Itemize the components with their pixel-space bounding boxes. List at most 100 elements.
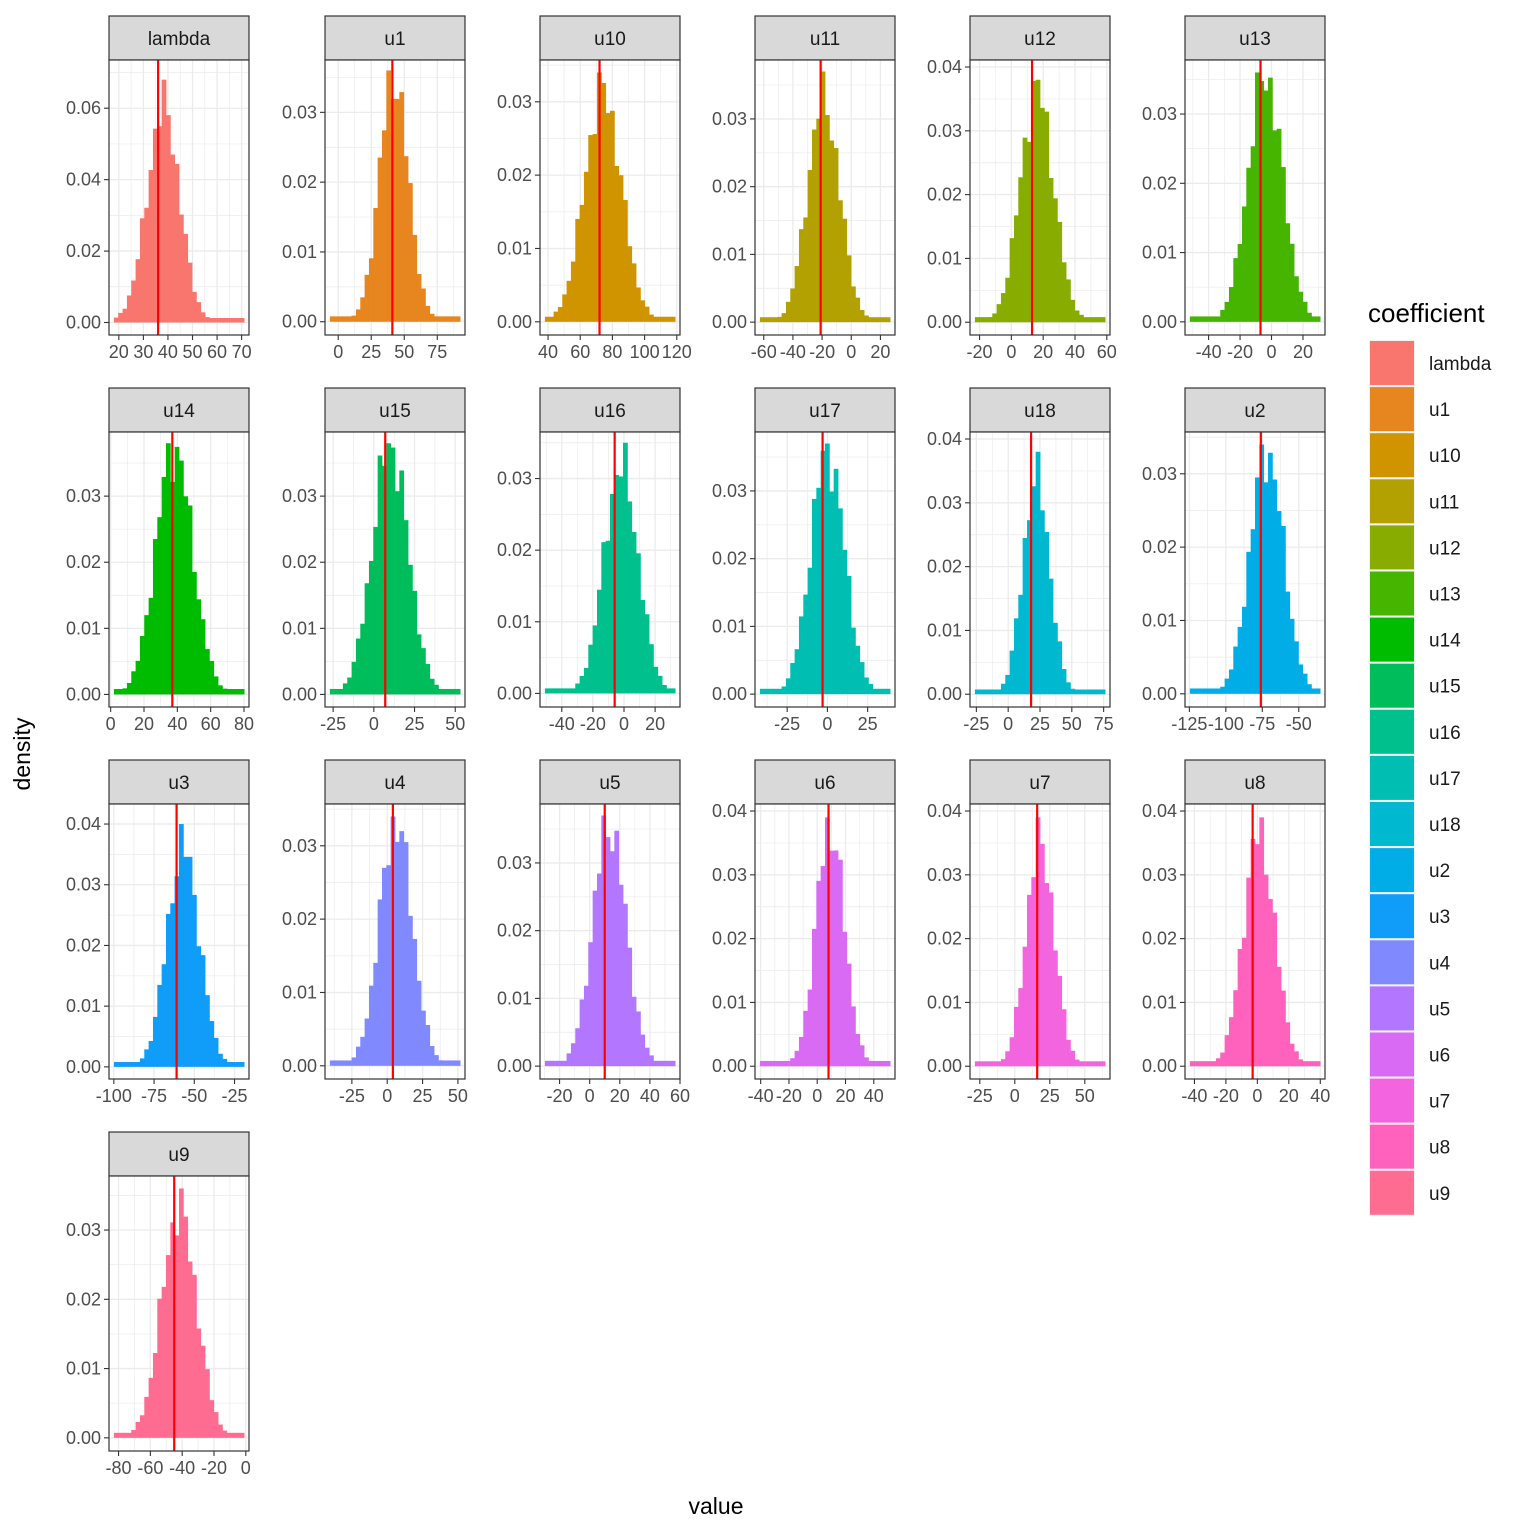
histogram-bar	[1237, 244, 1243, 322]
x-tick-label: -20	[201, 1458, 227, 1478]
histogram-bar	[205, 317, 210, 323]
histogram-bar	[1276, 511, 1282, 694]
histogram-bar	[846, 255, 852, 323]
histogram-bar	[1005, 1051, 1011, 1067]
histogram-bar	[135, 1062, 141, 1067]
panel-border	[969, 59, 1111, 336]
histogram-bar	[222, 318, 228, 323]
x-tick-label: 80	[234, 714, 254, 734]
y-tick-label: 0.00	[66, 1428, 101, 1448]
x-tick-label: 0	[1010, 1086, 1020, 1106]
legend-key-swatch	[1370, 894, 1414, 939]
histogram-bars	[113, 1188, 245, 1438]
histogram-bar	[864, 315, 869, 323]
histogram-bar	[434, 684, 439, 695]
histogram-bar	[213, 1037, 219, 1067]
histogram-bar	[187, 1261, 193, 1438]
legend-item-u3: u3	[1369, 893, 1450, 940]
histogram-bar	[395, 491, 400, 695]
histogram-bar	[618, 884, 624, 1067]
histogram-bars	[544, 442, 676, 694]
panel-border	[324, 431, 466, 708]
histogram-bar	[1211, 688, 1217, 694]
histogram-bar	[557, 307, 563, 322]
histogram-bar	[1311, 316, 1317, 322]
y-tick-label: 0.02	[927, 557, 962, 577]
legend-key-swatch	[1370, 571, 1414, 616]
histogram-bar	[157, 1298, 163, 1438]
facet-strip-label: u14	[163, 401, 195, 422]
histogram-bar	[1294, 1051, 1299, 1067]
histogram-bar	[231, 1062, 236, 1067]
y-tick-label: 0.01	[282, 242, 317, 262]
x-tick-label: 100	[630, 342, 660, 362]
histogram-bar	[816, 118, 822, 323]
histogram-bar	[605, 540, 611, 694]
histogram-bar	[1211, 316, 1217, 322]
histogram-bar	[1000, 1059, 1006, 1067]
histogram-bar	[864, 1057, 869, 1067]
histogram-bar	[1087, 317, 1093, 323]
facet-u15: u15 -25 0 25 50 0.00 0.01 0.02 0.03	[282, 387, 466, 734]
legend-item-u13: u13	[1369, 570, 1461, 617]
histogram-bar	[342, 683, 348, 695]
histogram-bar	[218, 1424, 223, 1438]
y-tick-label: 0.00	[927, 684, 962, 704]
histogram-bar	[781, 686, 787, 695]
panel-border	[324, 803, 466, 1080]
facet-strip-label: u10	[594, 29, 626, 50]
histogram-bars	[974, 79, 1106, 323]
histogram-bar	[1005, 277, 1011, 323]
panel-border	[539, 431, 681, 708]
histogram-bar	[829, 850, 835, 1067]
legend-item-u16: u16	[1369, 708, 1461, 755]
facet-strip	[324, 387, 466, 433]
histogram-bar	[1053, 622, 1058, 695]
histogram-bar	[1189, 688, 1195, 694]
x-tick-label: 20	[645, 714, 665, 734]
histogram-bar	[859, 1045, 865, 1067]
histogram-bar	[1220, 1052, 1226, 1067]
histogram-bar	[1289, 618, 1295, 694]
histogram-bar	[451, 1060, 457, 1066]
legend-label: u18	[1429, 815, 1461, 836]
x-tick-label: -100	[96, 1086, 132, 1106]
histogram-bar	[588, 644, 594, 694]
x-tick-label: -40	[1181, 1086, 1207, 1106]
facet-u14: u14 0 20 40 60 80 0.00 0.01 0.02 0.03	[66, 387, 254, 734]
histogram-bar	[557, 688, 563, 694]
histogram-bar	[1228, 669, 1234, 694]
facet-strip-label: u1	[384, 29, 405, 50]
y-tick-label: 0.02	[282, 552, 317, 572]
histogram-bar	[187, 505, 193, 695]
histogram-bar	[759, 1060, 765, 1067]
histogram-bar	[872, 688, 878, 695]
histogram-bar	[1018, 988, 1024, 1067]
histogram-bar	[152, 1016, 158, 1067]
histogram-bar	[1315, 688, 1321, 694]
legend-key-swatch	[1370, 986, 1414, 1031]
panel-border	[754, 431, 896, 708]
histogram-bar	[152, 128, 158, 323]
histogram-bar	[192, 1274, 197, 1438]
x-tick-label: 0	[812, 1086, 822, 1106]
legend-label: u16	[1429, 723, 1461, 744]
histogram-bar	[579, 204, 585, 322]
histogram-bar	[785, 1060, 791, 1067]
x-tick-label: 30	[133, 342, 153, 362]
x-tick-label: 50	[394, 342, 414, 362]
histogram-bar	[816, 880, 822, 1067]
facet-strip-label: u9	[168, 1145, 189, 1166]
histogram-bar	[235, 1432, 241, 1438]
histogram-bar	[627, 947, 633, 1067]
histogram-bar	[811, 928, 817, 1067]
histogram-bar	[144, 1049, 150, 1067]
histogram-bar	[416, 980, 422, 1066]
histogram-bar	[126, 682, 132, 695]
facet-u6: u6 -40 -20 0 20 40 0.00 0.01 0.02 0.03 0.04	[712, 759, 896, 1106]
y-tick-label: 0.03	[927, 865, 962, 885]
histogram-bar	[838, 508, 843, 695]
y-tick-label: 0.00	[1142, 312, 1177, 332]
histogram-bar	[165, 1255, 171, 1438]
legend-item-lambda: lambda	[1369, 340, 1492, 386]
